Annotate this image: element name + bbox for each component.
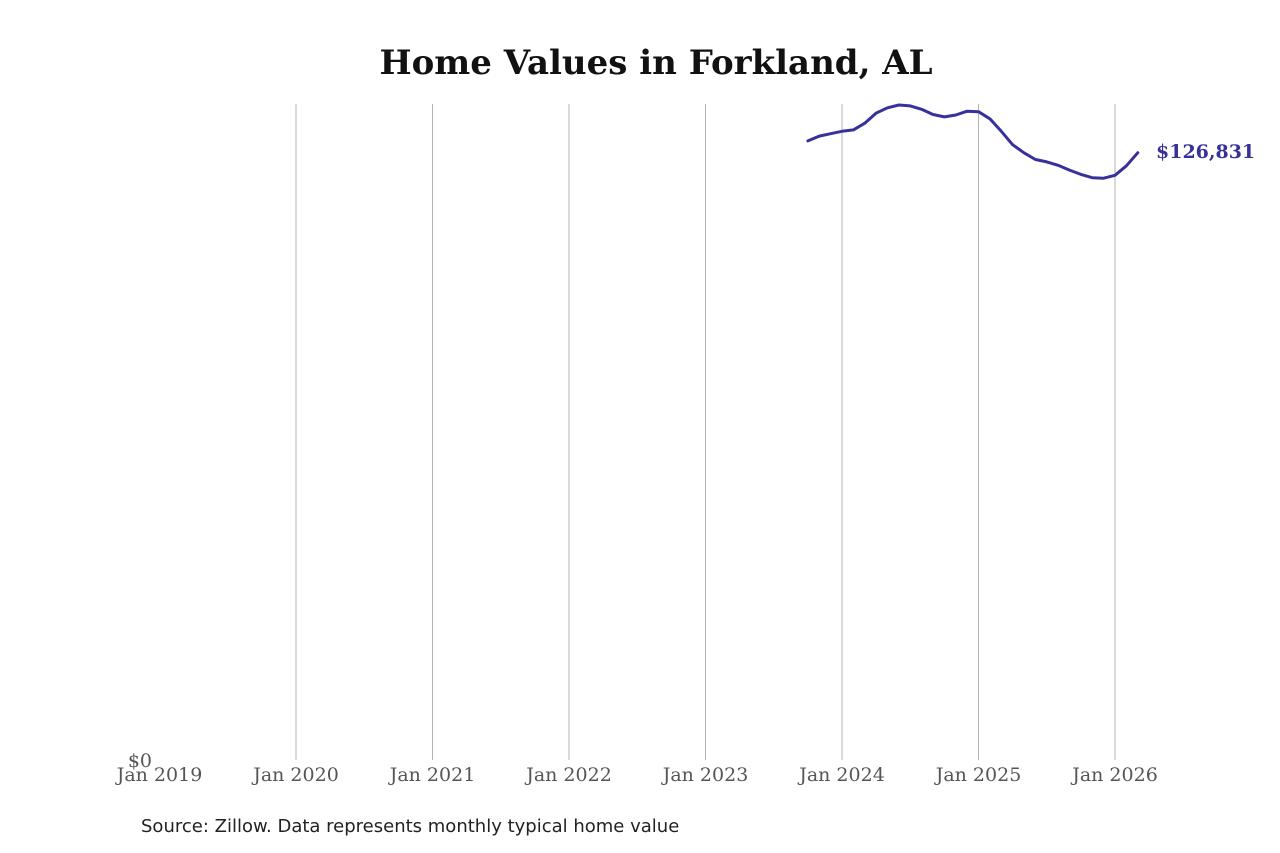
x-tick-label: Jan 2019 [115, 764, 203, 786]
data-point [1023, 152, 1025, 154]
x-tick-label: Jan 2026 [1070, 764, 1158, 786]
data-point [943, 116, 945, 118]
data-point [1114, 174, 1116, 176]
data-point [1137, 152, 1139, 154]
x-tick-label: Jan 2025 [934, 764, 1022, 786]
data-point [887, 107, 889, 109]
data-point [1000, 130, 1002, 132]
data-point [852, 129, 854, 131]
data-point [1012, 144, 1014, 146]
data-point [989, 118, 991, 120]
data-point [1091, 177, 1093, 179]
data-point [1080, 173, 1082, 175]
home-value-line [806, 103, 1140, 180]
data-point [921, 108, 923, 110]
data-point [978, 111, 980, 113]
data-point [1125, 165, 1127, 167]
data-point [1069, 169, 1071, 171]
series-layer [806, 103, 1140, 180]
data-point [1034, 159, 1036, 161]
data-point [864, 122, 866, 124]
data-point [966, 110, 968, 112]
data-point [875, 112, 877, 114]
x-tick-label: Jan 2022 [524, 764, 612, 786]
x-tick-label: Jan 2024 [797, 764, 885, 786]
data-point [898, 104, 900, 106]
data-point [830, 133, 832, 135]
source-note: Source: Zillow. Data represents monthly … [141, 816, 680, 837]
chart-title: Home Values in Forkland, AL [379, 43, 932, 83]
data-point [932, 114, 934, 116]
x-tick-label: Jan 2021 [388, 764, 476, 786]
data-point [841, 130, 843, 132]
x-tick-label: Jan 2023 [661, 764, 749, 786]
y-axis-ticks: $0 [128, 750, 152, 772]
data-point [1057, 164, 1059, 166]
data-point [807, 140, 809, 142]
x-axis-ticks: Jan 2019 Jan 2020 Jan 2021 Jan 2022 Jan 2023… [115, 764, 1158, 786]
end-value-label: $126,831 [1156, 141, 1255, 163]
y-tick-label: $0 [128, 750, 152, 772]
data-point [955, 114, 957, 116]
x-tick-label: Jan 2020 [251, 764, 339, 786]
data-point [909, 105, 911, 107]
data-point [818, 135, 820, 137]
x-gridlines [295, 104, 1116, 760]
data-point [1046, 161, 1048, 163]
data-point [1103, 177, 1105, 179]
